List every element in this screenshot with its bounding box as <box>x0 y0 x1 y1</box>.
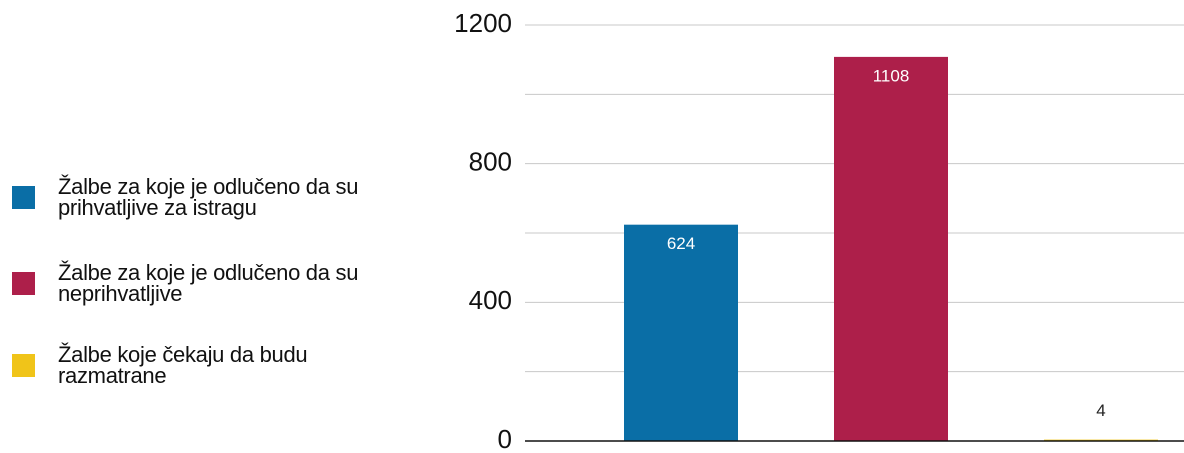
legend-swatch <box>12 185 35 209</box>
y-tick-label: 0 <box>498 424 512 453</box>
legend-label: Žalbe koje čekaju da budu razmatrane <box>58 342 308 388</box>
legend-item: Žalbe za koje je odlučeno da su prihvatl… <box>12 174 403 220</box>
legend-item: Žalbe za koje je odlučeno da su neprihva… <box>12 260 403 306</box>
bar <box>834 56 948 441</box>
bar <box>624 224 738 441</box>
legend-swatch <box>12 271 35 295</box>
value-label: 4 <box>1096 401 1105 420</box>
y-tick-label: 800 <box>469 147 512 177</box>
y-tick-label: 1200 <box>454 8 512 38</box>
y-tick-label: 400 <box>469 285 512 315</box>
legend-label: Žalbe za koje je odlučeno da su prihvatl… <box>58 174 359 220</box>
value-label: 624 <box>667 234 695 253</box>
legend-item: Žalbe koje čekaju da budu razmatrane <box>12 342 403 388</box>
legend-swatch <box>12 353 35 377</box>
legend-label: Žalbe za koje je odlučeno da su neprihva… <box>58 260 359 306</box>
value-label: 1108 <box>873 66 910 85</box>
